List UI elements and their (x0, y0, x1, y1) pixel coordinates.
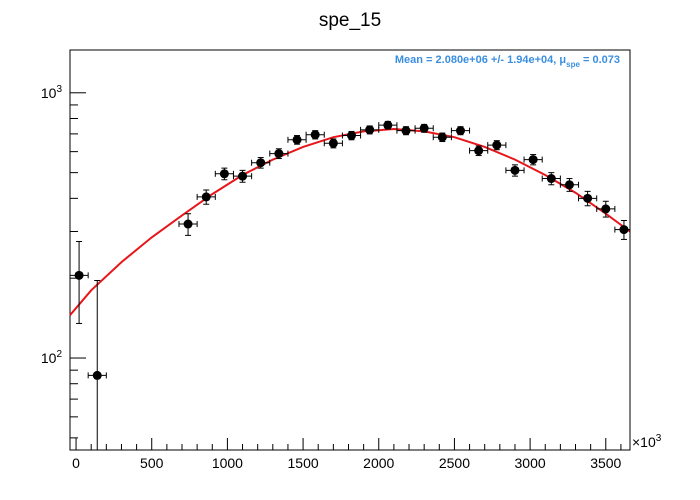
data-marker (564, 180, 574, 190)
y-tick-base: 10 (41, 85, 57, 101)
y-tick-base: 10 (41, 350, 57, 366)
data-marker (92, 370, 102, 380)
data-point (414, 123, 434, 133)
fit-annotation: Mean = 2.080e+06 +/- 1.94e+04, μspe = 0.… (395, 54, 620, 69)
x-tick-label: 0 (72, 455, 80, 471)
data-point (559, 178, 580, 192)
data-point (432, 132, 452, 143)
annotation-subscript: spe (566, 60, 580, 69)
x-tick-label: 1500 (288, 455, 319, 471)
data-point (487, 140, 507, 151)
data-point (287, 135, 307, 145)
fit-curve (69, 127, 631, 316)
data-marker (528, 155, 538, 165)
data-point (196, 189, 216, 205)
data-marker (183, 219, 193, 229)
data-marker (347, 131, 357, 141)
chart-title: spe_15 (319, 10, 381, 31)
data-point (596, 200, 616, 218)
x-multiplier: ×103 (632, 433, 662, 450)
data-point (505, 164, 525, 177)
data-point (178, 213, 198, 236)
data-point (469, 145, 489, 157)
data-marker (74, 270, 84, 280)
data-point (87, 280, 107, 450)
data-marker (328, 138, 338, 148)
data-point (269, 148, 289, 160)
data-point (341, 130, 362, 141)
data-point (541, 172, 561, 186)
data-marker (219, 169, 229, 179)
x-tick-label: 2000 (363, 455, 394, 471)
data-point (305, 130, 325, 140)
data-marker (601, 204, 611, 214)
data-marker (492, 140, 502, 150)
data-point (523, 154, 543, 166)
y-tick-label: 103 (41, 84, 63, 101)
data-marker (292, 135, 302, 145)
y-tick-exp: 2 (56, 349, 62, 360)
data-marker (474, 146, 484, 156)
x-tick-label: 500 (140, 455, 164, 471)
data-marker (201, 192, 211, 202)
annotation-prefix: Mean = 2.080e+06 +/- 1.94e+04, μ (395, 54, 566, 66)
data-point (614, 220, 631, 240)
data-point (450, 126, 471, 136)
data-marker (256, 158, 266, 168)
data-marker (455, 126, 465, 136)
data-point (360, 125, 380, 135)
data-marker (546, 174, 556, 184)
x-tick-label: 1000 (212, 455, 243, 471)
data-point (69, 241, 89, 324)
data-marker (238, 171, 248, 181)
plot-frame (69, 49, 631, 451)
data-marker (583, 193, 593, 203)
data-marker (419, 123, 429, 133)
data-marker (401, 126, 411, 136)
x-axis-ticks: 0 500 1000 1500 2000 2500 3000 3500 (72, 438, 622, 471)
data-marker (365, 125, 375, 135)
y-tick-exp: 3 (56, 84, 62, 95)
annotation-suffix: = 0.073 (580, 54, 620, 66)
data-point (578, 190, 598, 207)
y-tick-label: 102 (41, 349, 63, 366)
data-marker (310, 130, 320, 140)
data-point (251, 157, 271, 169)
data-marker (437, 132, 447, 142)
x-tick-label: 3000 (515, 455, 546, 471)
data-point (232, 169, 253, 183)
fit-curve-group (69, 127, 631, 316)
x-multiplier-exp: 3 (656, 433, 662, 444)
data-points-group (69, 120, 631, 450)
x-multiplier-base: ×10 (632, 434, 656, 450)
x-tick-label: 3500 (590, 455, 621, 471)
data-marker (619, 225, 629, 235)
data-point (396, 126, 416, 136)
data-marker (274, 149, 284, 159)
x-tick-label: 2500 (439, 455, 470, 471)
data-point (323, 138, 343, 149)
data-marker (510, 165, 520, 175)
data-point (214, 167, 234, 181)
data-point (378, 120, 398, 130)
data-marker (383, 120, 393, 130)
